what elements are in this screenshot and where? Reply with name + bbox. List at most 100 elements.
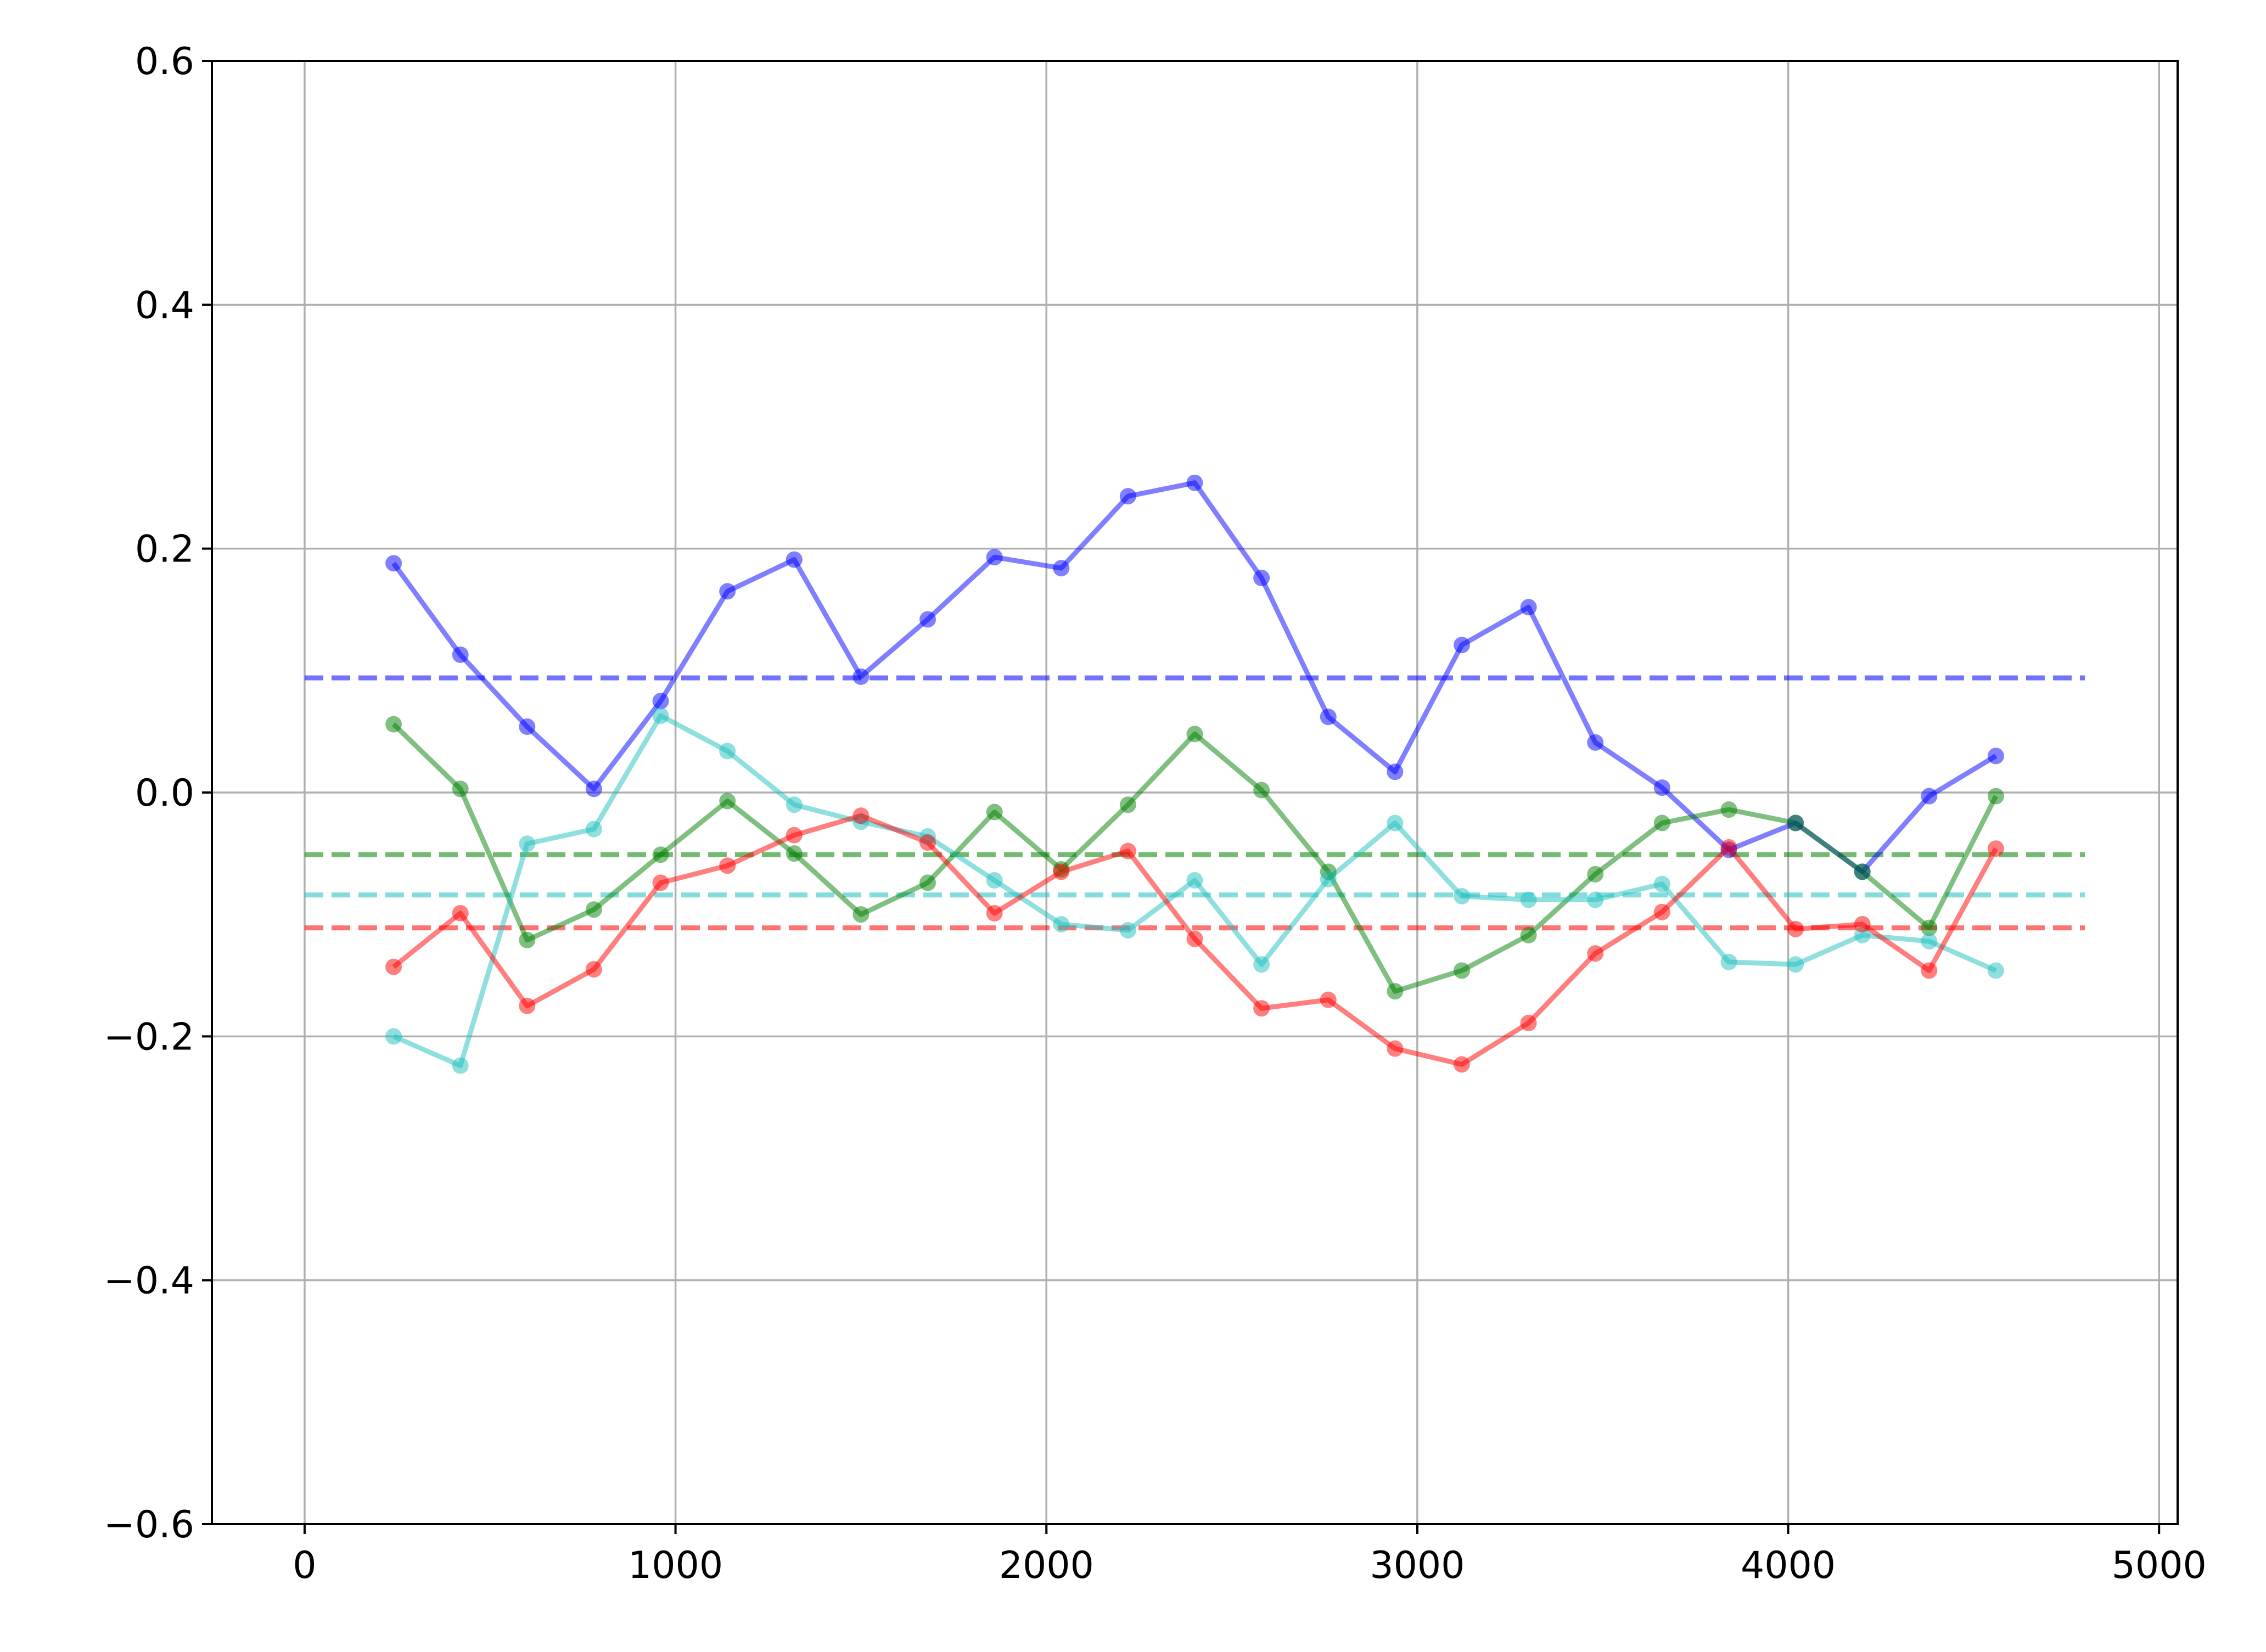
x-tick-label: 5000 bbox=[2112, 1544, 2207, 1587]
series-0-point bbox=[719, 583, 736, 600]
series-3-point bbox=[786, 827, 803, 844]
series-3-point bbox=[1253, 1000, 1270, 1017]
y-tick-label: 0.4 bbox=[135, 284, 194, 327]
series-points bbox=[385, 474, 2004, 1074]
series-3-point bbox=[1320, 991, 1337, 1008]
series-1-point bbox=[1854, 863, 1871, 880]
series-3-point bbox=[1653, 903, 1670, 920]
series-2-point bbox=[1053, 915, 1070, 932]
series-2-point bbox=[452, 1057, 469, 1074]
series-1-point bbox=[852, 906, 870, 923]
series-0-point bbox=[1053, 560, 1070, 577]
series-2-point bbox=[385, 1028, 402, 1045]
series-0-point bbox=[786, 551, 803, 568]
series-2-point bbox=[1720, 953, 1737, 970]
series-0-point bbox=[1987, 748, 2004, 765]
series-1-point bbox=[1921, 919, 1938, 936]
series-0-point bbox=[1653, 779, 1670, 796]
series-2-point bbox=[1119, 922, 1136, 939]
x-axis-ticks: 0 1000 2000 3000 4000 5000 bbox=[293, 1524, 2207, 1587]
series-1-point bbox=[585, 901, 602, 918]
y-tick-label: −0.4 bbox=[104, 1260, 194, 1303]
series-2-point bbox=[1186, 872, 1203, 889]
series-2-point bbox=[986, 872, 1003, 889]
series-3-point bbox=[1053, 863, 1070, 880]
series-3-point bbox=[652, 874, 669, 891]
series-1-point bbox=[452, 780, 469, 797]
series-3-point bbox=[519, 997, 536, 1014]
series-2-point bbox=[1987, 962, 2004, 979]
series-1-point bbox=[1720, 801, 1737, 818]
series-0-point bbox=[385, 555, 402, 572]
series-3-point bbox=[585, 961, 602, 978]
series-1-point bbox=[1387, 983, 1404, 1000]
series-0-point bbox=[585, 780, 602, 797]
series-1-point bbox=[519, 931, 536, 948]
series-3-point bbox=[986, 904, 1003, 921]
series-0-point bbox=[1387, 763, 1404, 780]
series-2-point bbox=[1587, 891, 1604, 908]
x-tick-label: 1000 bbox=[628, 1544, 723, 1587]
series-3-point bbox=[1387, 1040, 1404, 1057]
series-0-point bbox=[452, 646, 469, 663]
series-3-point bbox=[1453, 1056, 1470, 1073]
series-3-point bbox=[919, 834, 936, 851]
series-0-point bbox=[986, 549, 1003, 566]
series-2-point bbox=[519, 835, 536, 852]
series-3-point bbox=[1787, 920, 1804, 937]
series-1-point bbox=[1186, 726, 1203, 743]
series-2-point bbox=[652, 707, 669, 724]
series-3-point bbox=[1119, 842, 1136, 859]
series-1-point bbox=[1453, 962, 1470, 979]
y-tick-label: 0.2 bbox=[135, 528, 194, 571]
series-2-point bbox=[786, 796, 803, 813]
series-0-point bbox=[652, 693, 669, 710]
y-axis-ticks: −0.6 −0.4 −0.2 0.0 0.2 0.4 0.6 bbox=[104, 40, 212, 1547]
x-tick-label: 3000 bbox=[1370, 1544, 1465, 1587]
series-1-point bbox=[1253, 782, 1270, 799]
series-0-point bbox=[1921, 788, 1938, 805]
series-2-point bbox=[1320, 870, 1337, 887]
series-3-point bbox=[385, 958, 402, 975]
series-2-point bbox=[1653, 875, 1670, 892]
series-3-point bbox=[852, 807, 870, 824]
series-3-point bbox=[1520, 1014, 1537, 1031]
x-tick-label: 2000 bbox=[999, 1544, 1094, 1587]
series-3-point bbox=[1854, 915, 1871, 932]
x-tick-label: 0 bbox=[293, 1544, 316, 1587]
series-1-point bbox=[1587, 866, 1604, 883]
series-1-point bbox=[919, 874, 936, 891]
series-0-point bbox=[1119, 488, 1136, 505]
series-1-point bbox=[1787, 814, 1804, 831]
series-1-point bbox=[385, 716, 402, 733]
series-3-point bbox=[1987, 840, 2004, 857]
series-2-point bbox=[1453, 887, 1470, 904]
y-tick-label: −0.6 bbox=[104, 1503, 194, 1547]
series-3-point bbox=[1587, 945, 1604, 962]
series-1-point bbox=[652, 846, 669, 863]
series-1-point bbox=[1653, 814, 1670, 831]
series-2-point bbox=[1787, 956, 1804, 973]
series-1-point bbox=[1520, 926, 1537, 943]
series-0-point bbox=[1320, 709, 1337, 726]
series-0-point bbox=[1587, 734, 1604, 751]
series-1-point bbox=[986, 803, 1003, 821]
y-tick-label: 0.0 bbox=[135, 772, 194, 815]
series-1-point bbox=[786, 845, 803, 862]
series-0-point bbox=[852, 668, 870, 685]
series-0-point bbox=[1453, 637, 1470, 654]
series-3-point bbox=[452, 904, 469, 921]
x-tick-label: 4000 bbox=[1741, 1544, 1836, 1587]
series-2-point bbox=[585, 821, 602, 838]
series-2-point bbox=[1387, 814, 1404, 831]
series-3-point bbox=[1186, 930, 1203, 947]
series-3-point bbox=[1921, 962, 1938, 979]
series-1-point bbox=[1119, 796, 1136, 813]
y-tick-label: 0.6 bbox=[135, 40, 194, 83]
series-2-point bbox=[719, 743, 736, 760]
series-0-point bbox=[1520, 599, 1537, 616]
series-3-point bbox=[1720, 839, 1737, 856]
series-1-point bbox=[1987, 788, 2004, 805]
